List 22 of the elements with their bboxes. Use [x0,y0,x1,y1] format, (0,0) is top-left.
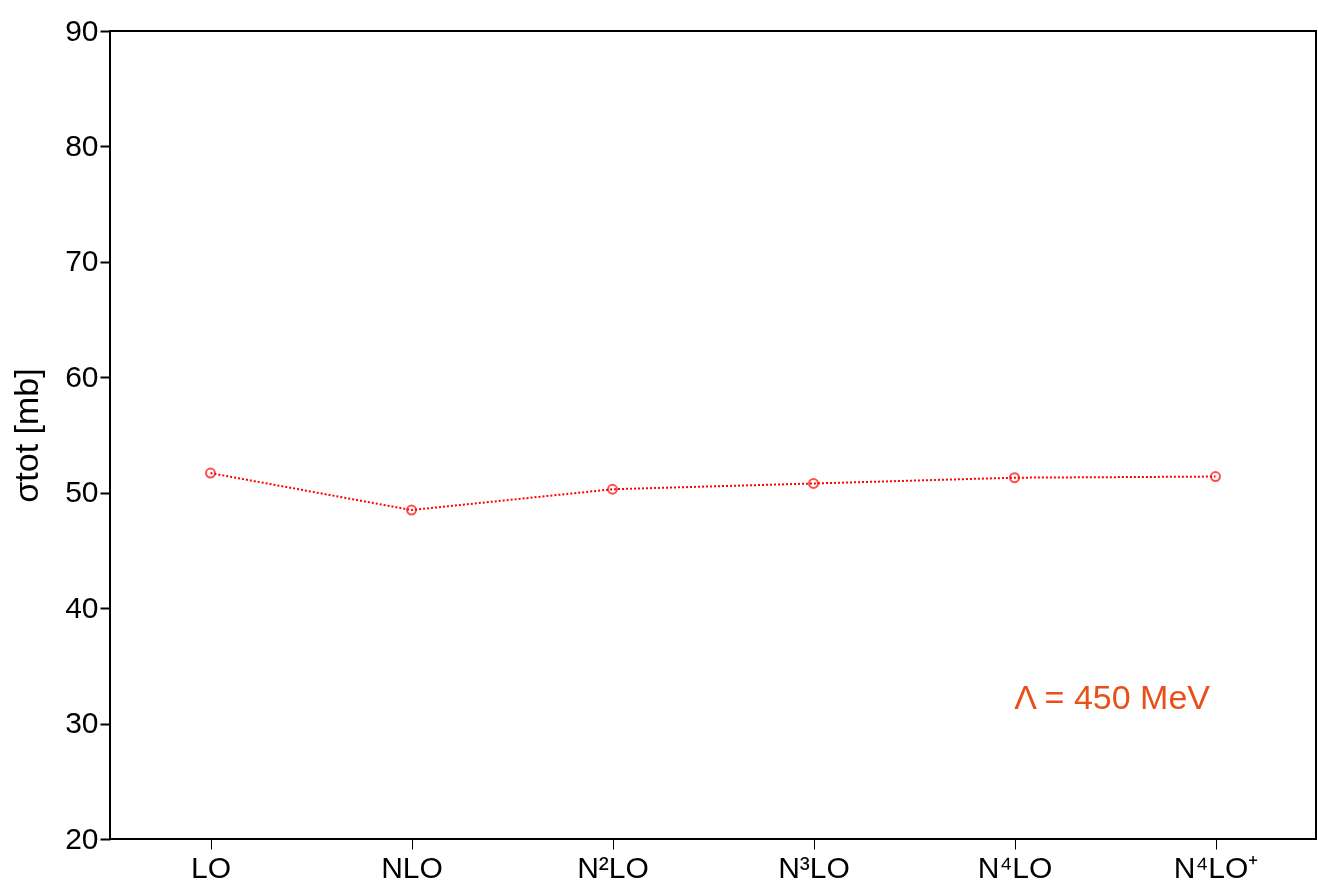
point [205,467,216,479]
x-tick-label: N⁴LO⁺ [1173,850,1259,884]
point [406,504,417,516]
point [607,483,618,495]
point [808,478,819,489]
point [1210,471,1221,483]
x-tick-label: LO [190,850,232,884]
y-tick-label: 80 [65,128,99,162]
x-tick-label: N³LO [778,850,850,884]
x-tick-label: N⁴LO [977,850,1053,884]
y-tick-label: 50 [65,475,99,509]
y-tick-label: 60 [65,359,99,393]
annotation: Λ = 450 MeV [1014,678,1211,716]
x-tick-label: NLO [381,850,443,884]
y-axis-title: σtot [mb] [7,368,46,503]
y-tick-label: 20 [65,821,99,855]
x-tick-label: N²LO [577,850,649,884]
y-tick-label: 30 [65,706,99,740]
y-tick-label: 90 [65,13,99,47]
point [1009,472,1020,484]
y-tick-label: 40 [65,590,99,624]
y-tick-label: 70 [65,244,99,278]
